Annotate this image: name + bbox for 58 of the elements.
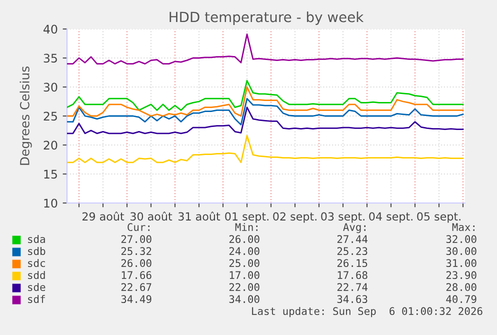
y-tick-label: 30 xyxy=(44,82,58,92)
text: 22.00 xyxy=(229,283,260,292)
text: 25.23 xyxy=(337,247,368,256)
text: 26.00 xyxy=(229,235,260,244)
text: 24.00 xyxy=(229,247,260,256)
text: 28.00 xyxy=(446,283,476,292)
text: Max: xyxy=(452,223,474,232)
x-tick-label: 31 août xyxy=(178,212,220,221)
x-tick-label: 29 août xyxy=(82,212,124,221)
text: 31.00 xyxy=(446,259,476,268)
text: Cur: xyxy=(128,223,150,232)
text: Last update: Sun Sep 6 01:00:32 2026 xyxy=(252,306,482,318)
text: Avg: xyxy=(343,223,366,234)
text: 34.49 xyxy=(121,295,152,304)
y-tick-label: 10 xyxy=(44,198,58,208)
x-tick-label: 05 sept. xyxy=(417,212,460,223)
line-series xyxy=(67,80,464,111)
text: 23.90 xyxy=(446,271,476,280)
text: 34.00 xyxy=(229,295,260,304)
legend-label: sdb xyxy=(28,246,46,256)
legend-label: sdf xyxy=(28,294,45,304)
y-tick-label: 25 xyxy=(44,112,57,121)
legend-label: sdd xyxy=(28,270,45,280)
line-series xyxy=(67,34,464,64)
legend-label: sda xyxy=(28,234,45,244)
text: 34.63 xyxy=(337,295,368,304)
x-tick-label: 02 sept. xyxy=(273,212,316,223)
text: 25.32 xyxy=(121,247,152,256)
y-tick-label: 35 xyxy=(44,54,57,63)
line-series xyxy=(67,86,464,117)
line-series xyxy=(67,106,464,134)
text: 26.00 xyxy=(121,259,152,268)
x-tick-label: 04 sept. xyxy=(369,212,412,223)
text: 27.44 xyxy=(337,235,368,243)
legend-label: sdc xyxy=(28,258,45,268)
legend-label: sde xyxy=(28,282,46,292)
y-tick-label: 15 xyxy=(44,170,57,179)
text: 25.00 xyxy=(229,259,260,268)
y-tick-label: 40 xyxy=(44,24,58,34)
line-series xyxy=(67,98,464,126)
text: Min: xyxy=(235,222,258,231)
text: 40.79 xyxy=(446,295,476,304)
x-tick-label: 01 sept. xyxy=(225,212,268,223)
x-tick-label: 03 sept. xyxy=(321,212,364,223)
line-series xyxy=(67,135,464,164)
y-axis-title: Degrees Celsius xyxy=(20,66,32,165)
text: 17.00 xyxy=(230,271,260,280)
text: 17.66 xyxy=(122,271,152,280)
y-tick-label: 20 xyxy=(44,140,58,150)
text: 27.00 xyxy=(121,235,152,244)
text: 22.67 xyxy=(121,283,152,292)
text: 17.68 xyxy=(338,271,368,280)
text: 26.15 xyxy=(337,259,368,268)
x-tick-label: 30 août xyxy=(130,212,172,221)
text: 32.00 xyxy=(446,235,476,244)
text: 30.00 xyxy=(446,247,476,256)
chart-title: HDD temperature - by week xyxy=(170,12,364,25)
text: 22.74 xyxy=(337,283,368,291)
